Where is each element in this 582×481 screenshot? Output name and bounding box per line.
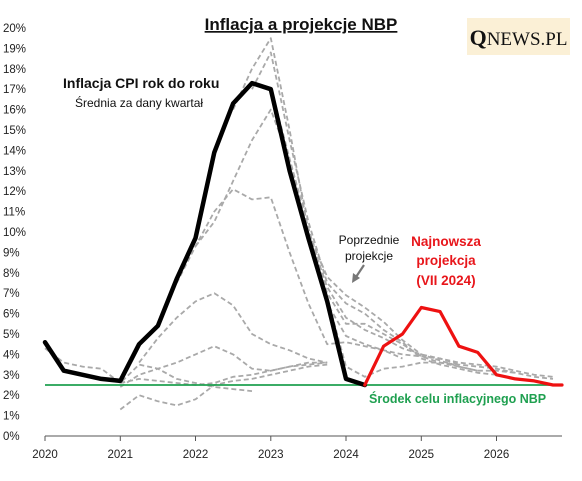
x-tick-label: 2020 — [32, 449, 58, 461]
previous-projection-line — [232, 37, 478, 372]
latest-label-line2: projekcja — [416, 253, 476, 268]
x-tick-label: 2021 — [108, 449, 134, 461]
previous-projections — [44, 37, 554, 411]
latest-projection-series — [363, 305, 564, 387]
target-label: Środek celu inflacyjnego NBP — [369, 391, 546, 406]
y-tick-label: 14% — [3, 145, 26, 157]
y-tick-label: 2% — [3, 390, 20, 402]
cpi-sublabel: Średnia za dany kwartał — [75, 95, 203, 110]
cpi-line — [42, 80, 368, 388]
previous-projection-line — [119, 363, 328, 411]
x-tick-label: 2022 — [183, 449, 209, 461]
previous-projection-line — [251, 51, 497, 376]
latest-label-line3: (VII 2024) — [416, 273, 475, 288]
x-tick-label: 2023 — [258, 449, 284, 461]
y-tick-label: 18% — [3, 64, 26, 76]
x-tick-label: 2025 — [409, 449, 435, 461]
previous-label-line2: projekcje — [345, 249, 393, 263]
qnews-logo: QNEWS.PL — [467, 18, 570, 55]
previous-projection-line — [307, 237, 554, 380]
y-tick-label: 4% — [3, 349, 20, 361]
y-tick-label: 8% — [3, 268, 20, 280]
y-axis-ticks: 0% 1% 2% 3% 4% 5% 6% 7% 8% 9% 10% 11% 12% 13% 14% 15% 16… — [3, 23, 26, 443]
y-tick-label: 13% — [3, 166, 26, 178]
cpi-label: Inflacja CPI rok do roku — [63, 75, 219, 91]
previous-projection-line — [120, 361, 328, 386]
y-tick-label: 1% — [3, 411, 20, 423]
previous-projection-line — [175, 188, 403, 360]
logo-text: QNEWS.PL — [469, 25, 568, 50]
previous-arrow-icon — [352, 264, 365, 283]
previous-projection-line — [119, 345, 328, 388]
y-tick-label: 0% — [3, 431, 20, 443]
y-tick-label: 15% — [3, 125, 26, 137]
previous-label-line1: Poprzednie — [339, 233, 400, 247]
y-tick-label: 7% — [3, 288, 20, 300]
cpi-series — [42, 80, 368, 388]
y-tick-label: 11% — [3, 207, 25, 219]
x-tick-label: 2026 — [484, 449, 510, 461]
y-tick-label: 17% — [3, 84, 26, 96]
y-tick-label: 20% — [3, 23, 26, 35]
chart-title: Inflacja a projekcje NBP — [205, 15, 398, 34]
y-tick-label: 5% — [3, 329, 20, 341]
previous-projection-line — [44, 347, 253, 392]
y-tick-label: 12% — [3, 186, 26, 198]
y-tick-label: 9% — [3, 247, 20, 259]
y-tick-label: 3% — [3, 370, 20, 382]
y-tick-label: 19% — [3, 43, 26, 55]
x-axis: 2020 2021 2022 2023 2024 2025 2026 — [32, 435, 562, 461]
y-tick-label: 16% — [3, 105, 26, 117]
x-tick-label: 2024 — [333, 449, 359, 461]
latest-label-line1: Najnowsza — [411, 234, 481, 249]
previous-projection-line — [288, 168, 554, 378]
previous-projection-line — [138, 292, 328, 364]
y-tick-label: 6% — [3, 309, 20, 321]
latest-projection-line — [363, 305, 564, 387]
previous-projection-line — [194, 108, 460, 366]
y-tick-label: 10% — [3, 227, 26, 239]
